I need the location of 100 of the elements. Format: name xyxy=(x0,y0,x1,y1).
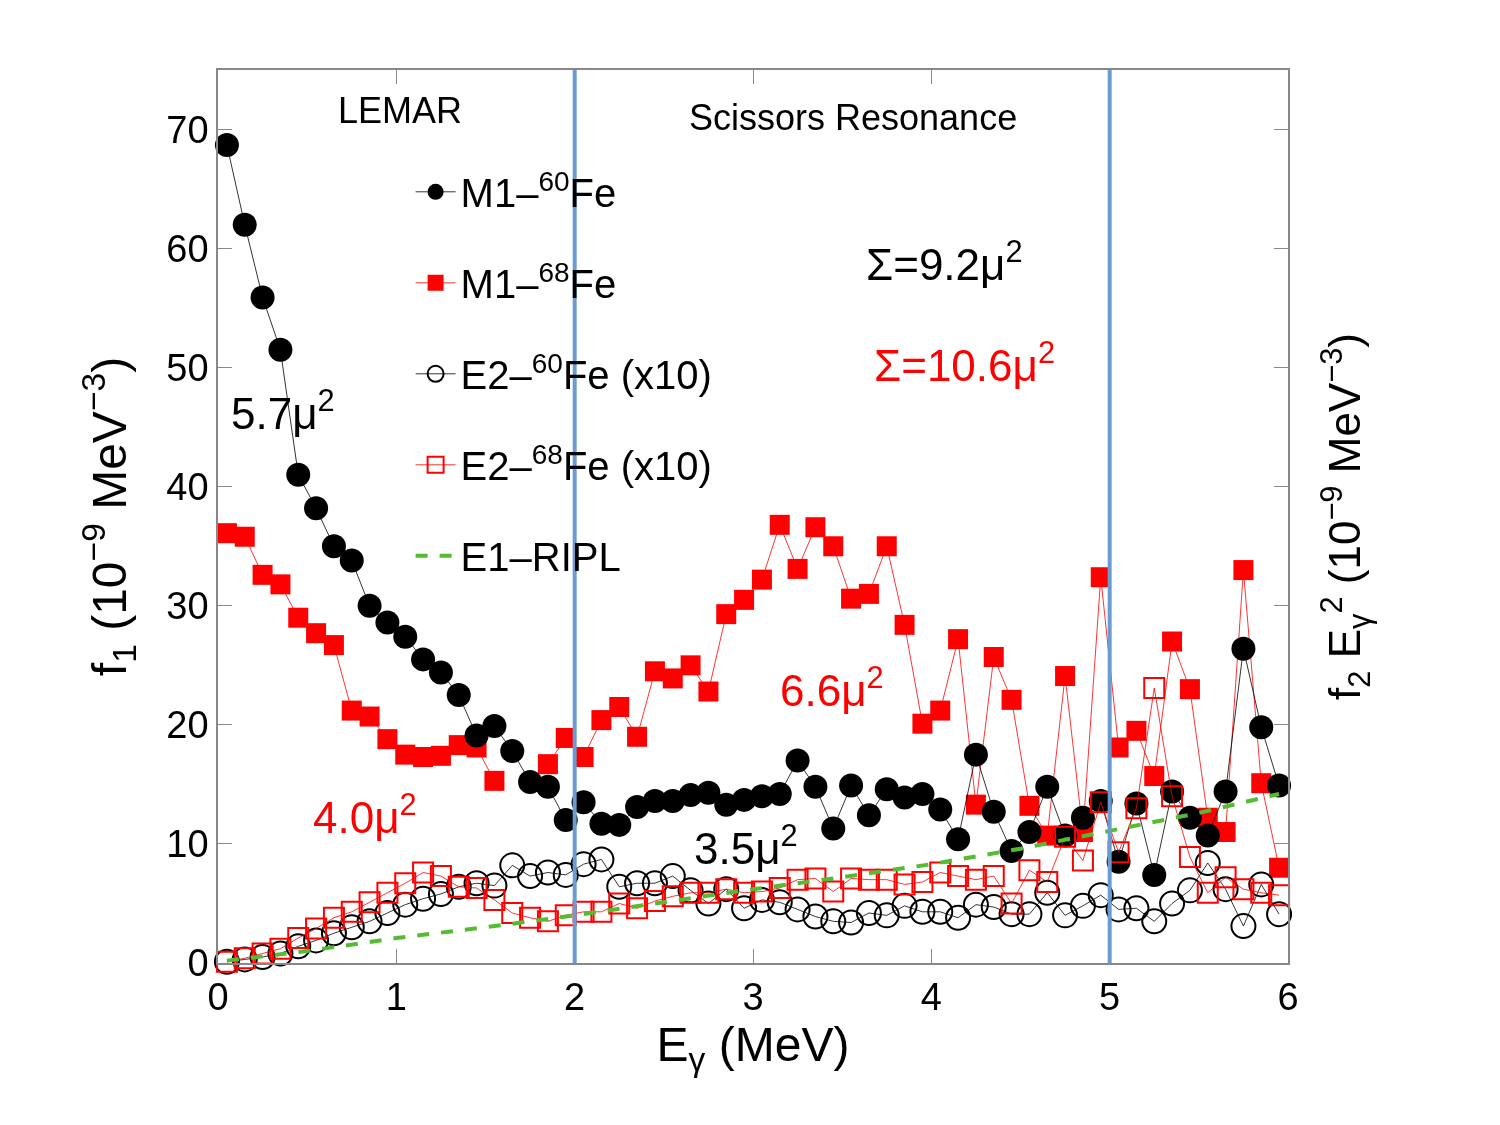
point xyxy=(1000,892,1023,915)
point xyxy=(427,880,454,907)
annotation: Σ=10.6μ$^{2}$ xyxy=(874,335,1056,391)
point xyxy=(662,668,683,689)
point xyxy=(876,536,897,557)
point xyxy=(786,868,809,891)
point xyxy=(768,876,791,899)
point xyxy=(748,886,775,913)
point xyxy=(1161,785,1184,808)
point xyxy=(1143,676,1166,699)
point xyxy=(820,908,847,935)
point xyxy=(698,681,719,702)
point xyxy=(822,880,845,903)
point xyxy=(624,870,651,897)
point xyxy=(803,774,828,799)
point xyxy=(840,867,863,890)
point xyxy=(608,892,631,915)
point xyxy=(1162,631,1183,652)
point xyxy=(288,607,309,628)
point xyxy=(716,604,737,625)
point xyxy=(805,517,826,538)
point xyxy=(980,894,1007,921)
point xyxy=(446,683,471,708)
point xyxy=(1069,892,1096,919)
x-tick-label: 3 xyxy=(742,976,764,1019)
point xyxy=(1125,797,1148,820)
point xyxy=(695,890,722,917)
annotation: LEMAR xyxy=(338,90,463,131)
point xyxy=(357,593,382,618)
point xyxy=(873,902,900,929)
point xyxy=(429,865,452,888)
point xyxy=(413,747,434,768)
annotation: Σ=9.2μ$^{2}$ xyxy=(866,234,1023,290)
point xyxy=(769,514,790,535)
point xyxy=(393,624,418,649)
point xyxy=(1212,876,1239,903)
point xyxy=(1231,636,1256,661)
point xyxy=(483,888,506,911)
point xyxy=(411,647,436,672)
point xyxy=(1055,666,1076,687)
annotation: 3.5μ$^{2}$ xyxy=(694,818,798,874)
point xyxy=(893,873,916,896)
point xyxy=(482,714,507,739)
point xyxy=(322,906,345,929)
point xyxy=(250,285,275,310)
point xyxy=(733,881,756,904)
point xyxy=(552,861,579,888)
point xyxy=(1052,902,1079,929)
point xyxy=(766,889,793,916)
point xyxy=(697,881,720,904)
point xyxy=(1250,881,1273,904)
point xyxy=(661,885,684,908)
point xyxy=(464,723,489,748)
point xyxy=(856,803,881,828)
point xyxy=(374,899,401,926)
point xyxy=(1017,820,1042,845)
point xyxy=(874,777,899,802)
point xyxy=(269,937,292,960)
x-axis-title: E$_{γ}$ (MeV) xyxy=(656,1018,850,1079)
point xyxy=(607,812,632,837)
point xyxy=(785,748,810,773)
point xyxy=(909,898,936,925)
point xyxy=(750,880,773,903)
point xyxy=(358,891,381,914)
point xyxy=(1034,879,1061,906)
point xyxy=(428,660,453,685)
point xyxy=(1070,805,1095,830)
point xyxy=(1230,913,1257,940)
x-tick-label: 1 xyxy=(385,976,407,1019)
point xyxy=(268,337,293,362)
point xyxy=(784,896,811,923)
point xyxy=(1087,882,1114,909)
point xyxy=(323,635,344,656)
point xyxy=(609,697,630,718)
point xyxy=(802,903,829,930)
x-tick-label: 5 xyxy=(1099,976,1121,1019)
point xyxy=(821,816,846,841)
point xyxy=(680,655,701,676)
point xyxy=(320,920,347,947)
point xyxy=(1035,774,1060,799)
point xyxy=(858,583,879,604)
point xyxy=(751,569,772,590)
annotation: Scissors Resonance xyxy=(689,97,1018,138)
point xyxy=(305,917,328,940)
point xyxy=(232,212,257,237)
point xyxy=(1248,871,1275,898)
point xyxy=(1232,878,1255,901)
point xyxy=(285,933,312,960)
point xyxy=(1194,849,1221,876)
point xyxy=(855,899,882,926)
point xyxy=(1195,823,1220,848)
point xyxy=(534,859,561,886)
point xyxy=(606,873,633,900)
point xyxy=(395,744,416,765)
x-tick-label: 4 xyxy=(920,976,942,1019)
y-tick-label: 60 xyxy=(166,227,209,270)
point xyxy=(981,799,1006,824)
point xyxy=(963,742,988,767)
point xyxy=(838,909,865,936)
point xyxy=(321,534,346,559)
